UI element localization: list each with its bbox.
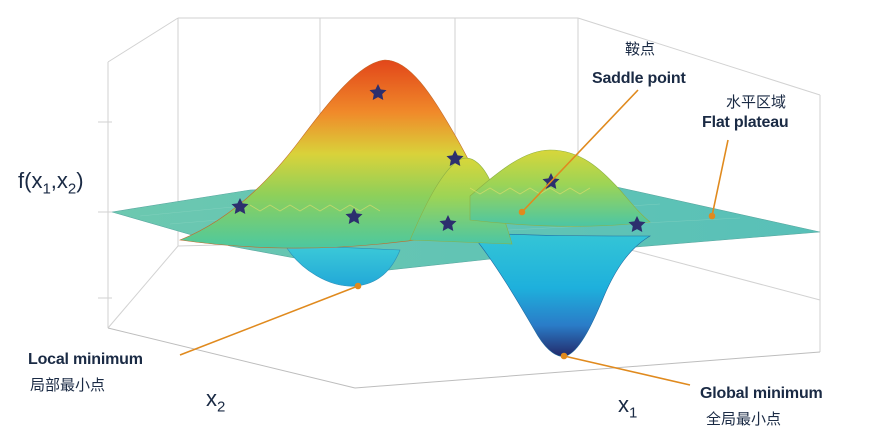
local-minimum-label-zh: 局部最小点: [30, 376, 106, 394]
annotation-arrows: [179, 89, 729, 386]
saddle-arrow-head: [518, 208, 526, 216]
star-marker: [231, 198, 249, 214]
plateau-arrow-head: [708, 212, 716, 220]
star-marker: [345, 208, 363, 224]
grid-line: [107, 245, 179, 329]
x2-axis-label: x2: [206, 386, 226, 416]
global-minimum-label-zh: 全局最小点: [706, 410, 782, 428]
star-marker: [439, 215, 457, 231]
local-arrow-line: [179, 285, 359, 356]
flat-plateau-label-en: Flat plateau: [702, 114, 789, 131]
star-marker: [369, 84, 387, 100]
global-minimum-label-en: Global minimum: [700, 385, 823, 402]
grid-line: [107, 17, 179, 63]
global-arrow-line: [563, 355, 691, 386]
star-marker: [628, 216, 646, 232]
flat-plateau-label-zh: 水平区域: [726, 93, 787, 111]
saddle-arrow-line: [521, 89, 639, 213]
local-minimum-label-en: Local minimum: [28, 351, 143, 368]
saddle-point-label-zh: 鞍点: [625, 40, 656, 58]
local-arrow-head: [354, 282, 362, 290]
global-arrow-head: [560, 352, 568, 360]
floor-edge: [354, 351, 821, 389]
plateau-arrow-line: [711, 139, 729, 217]
grid-line: [577, 17, 821, 96]
local-minimum-dip: [284, 244, 401, 287]
saddle-point-label-en: Saddle point: [592, 70, 686, 87]
floor-edge: [107, 327, 356, 389]
tallest-peak: [178, 59, 501, 249]
x1-axis-label: x1: [618, 392, 638, 422]
global-minimum-pit: [469, 231, 652, 357]
z-axis-label: f(x1,x2): [18, 168, 84, 198]
surface-shading: [249, 187, 591, 212]
star-marker: [446, 150, 464, 166]
saddle-hill: [469, 149, 651, 227]
